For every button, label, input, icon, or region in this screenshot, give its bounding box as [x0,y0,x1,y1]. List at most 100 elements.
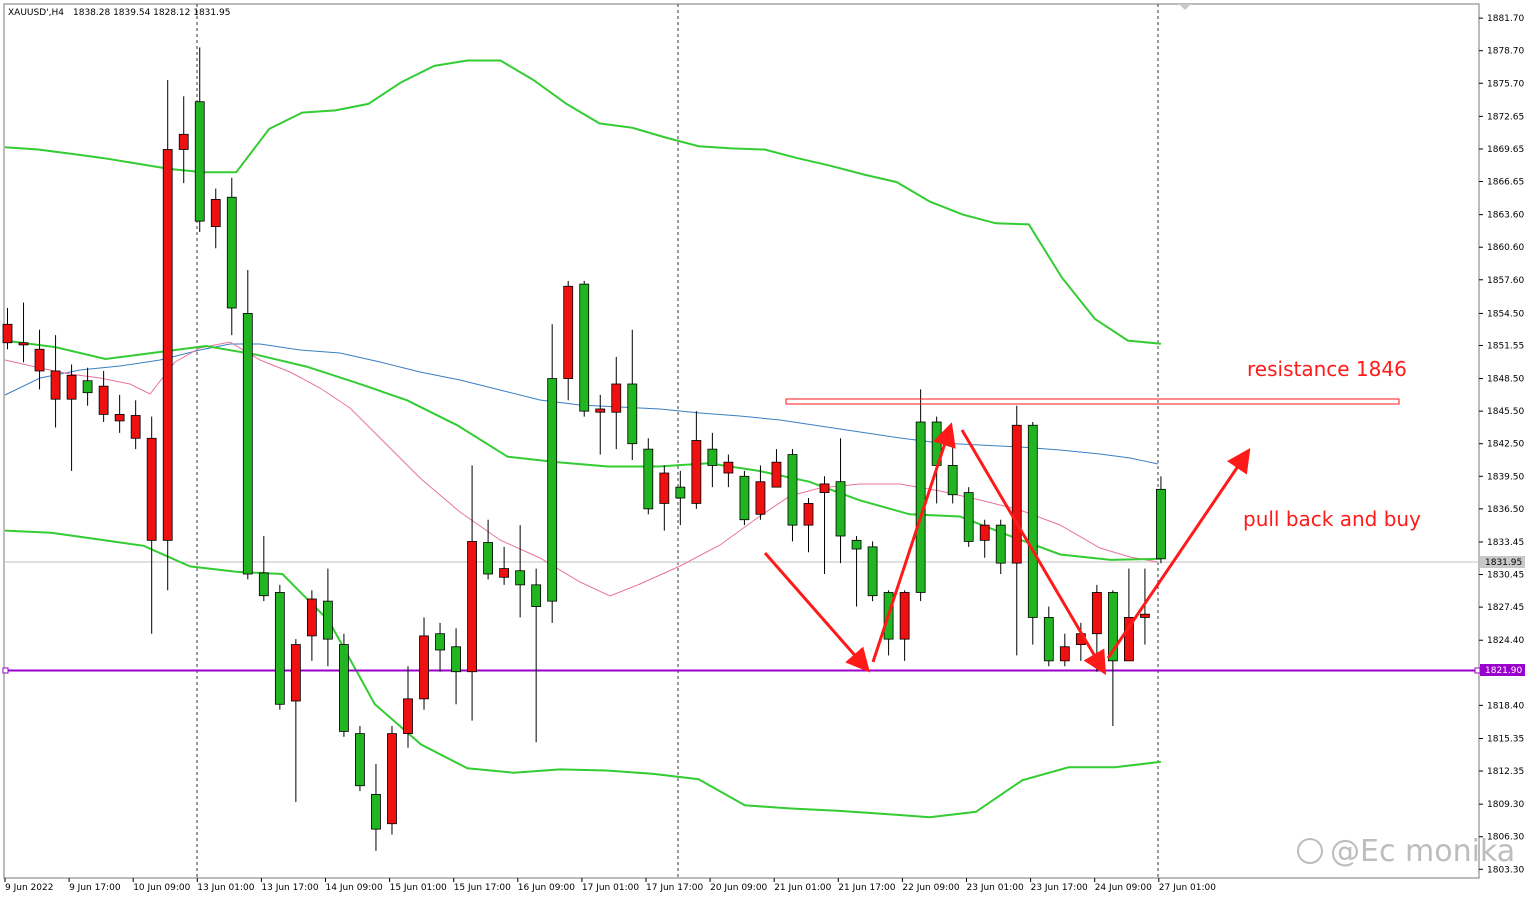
bearish-candle[interactable] [659,465,670,531]
bearish-candle[interactable] [611,356,622,450]
bearish-candle[interactable] [387,726,397,835]
time-tick-label: 15 Jun 01:00 [390,883,447,893]
support-line[interactable] [2,667,1481,674]
bearish-candle[interactable] [130,400,141,450]
price-tick-label: 1839.50 [1487,472,1524,482]
trend-arrows[interactable] [763,422,1251,676]
bearish-candle[interactable] [290,639,301,802]
bullish-candle[interactable] [675,470,686,526]
bearish-candle[interactable] [66,364,77,471]
bullish-candle[interactable] [835,438,846,564]
bullish-candle[interactable] [531,568,542,743]
bearish-candle[interactable] [419,617,429,710]
bullish-candle[interactable] [1156,476,1166,564]
bullish-candle[interactable] [226,177,237,336]
price-tick-label: 1845.50 [1487,407,1524,417]
bullish-candle[interactable] [867,541,878,602]
bullish-candle[interactable] [739,470,750,526]
bearish-candle[interactable] [691,411,702,509]
bearish-candle[interactable] [403,666,413,748]
arrow-down-1[interactable] [763,552,870,673]
bullish-candle[interactable] [947,438,958,504]
bullish-candle[interactable] [371,764,381,851]
bullish-candle[interactable] [643,438,654,515]
bullish-candle[interactable] [82,367,93,406]
chart-area[interactable] [3,3,1480,879]
bullish-candle[interactable] [258,536,269,602]
bearish-candle[interactable] [755,465,766,520]
bullish-candle[interactable] [707,432,718,488]
chart-shift-icon[interactable] [1179,4,1191,10]
bearish-candle[interactable] [771,449,782,488]
time-tick-label: 15 Jun 17:00 [454,883,511,893]
candle-body [1043,617,1054,662]
bearish-candle[interactable] [306,590,317,661]
candle-body [339,644,349,732]
bullish-candle[interactable] [242,270,253,580]
bearish-candle[interactable] [162,80,173,591]
bullish-candle[interactable] [451,628,461,705]
bullish-candle[interactable] [579,280,590,417]
candle-body [1156,488,1166,560]
bullish-candle[interactable] [627,329,638,460]
support-line-handle-left[interactable] [2,667,9,674]
bearish-candle[interactable] [178,96,189,184]
bullish-candle[interactable] [194,47,205,232]
bearish-candle[interactable] [467,465,477,721]
bearish-candle[interactable] [819,476,830,574]
bearish-candle[interactable] [18,302,29,363]
bullish-candle[interactable] [851,536,862,607]
bullish-candle[interactable] [963,487,974,547]
bullish-candle[interactable] [787,449,798,542]
bearish-candle[interactable] [563,280,574,401]
bearish-candle[interactable] [34,329,45,390]
support-line-handle-right[interactable] [1474,667,1481,674]
bullish-candle[interactable] [1107,590,1118,726]
bearish-candle[interactable] [899,590,910,661]
bearish-candle[interactable] [1140,568,1150,645]
resistance-zone[interactable] [785,398,1400,405]
bullish-candle[interactable] [339,633,349,737]
bearish-candle[interactable] [979,519,990,558]
candle-body [194,101,205,222]
bearish-candle[interactable] [98,370,109,422]
bearish-candle[interactable] [499,546,510,585]
bullish-candle[interactable] [483,519,494,580]
price-scale[interactable] [1479,4,1529,878]
bearish-candle[interactable] [1059,633,1070,667]
bearish-candle[interactable] [803,498,814,553]
bullish-candle[interactable] [274,584,285,710]
bullish-candle[interactable] [1027,422,1038,645]
bearish-candle[interactable] [210,188,221,249]
candle-body [739,475,750,521]
bullish-candle[interactable] [322,568,333,667]
arrow-up-2[interactable] [1106,448,1251,659]
price-tick-label: 1881.70 [1487,14,1524,24]
bearish-candle[interactable] [595,394,606,455]
bullish-candle[interactable] [995,519,1006,574]
candle-body [210,199,221,227]
bearish-candle[interactable] [146,416,157,634]
bearish-candle[interactable] [723,454,734,488]
candle-body [50,370,61,400]
candle-body [579,283,590,412]
bearish-candle[interactable] [2,308,13,350]
bullish-candle[interactable] [515,525,526,618]
candle-body [1091,592,1102,635]
bullish-candle[interactable] [547,324,558,623]
bearish-candle[interactable] [1011,405,1022,656]
bullish-candle[interactable] [1043,606,1054,667]
bearish-candle[interactable] [114,394,125,433]
candle-body [1059,646,1070,662]
arrow-up-1[interactable] [871,422,956,663]
time-tick-label: 23 Jun 01:00 [967,883,1024,893]
price-tick-label: 1866.65 [1487,178,1524,188]
arrow-down-2[interactable] [960,429,1107,676]
candle-body [483,542,494,575]
bullish-candle[interactable] [435,622,445,672]
bearish-candle[interactable] [50,335,61,428]
candle-body [66,374,77,400]
bullish-candle[interactable] [355,726,365,792]
bearish-candle[interactable] [1124,568,1134,662]
